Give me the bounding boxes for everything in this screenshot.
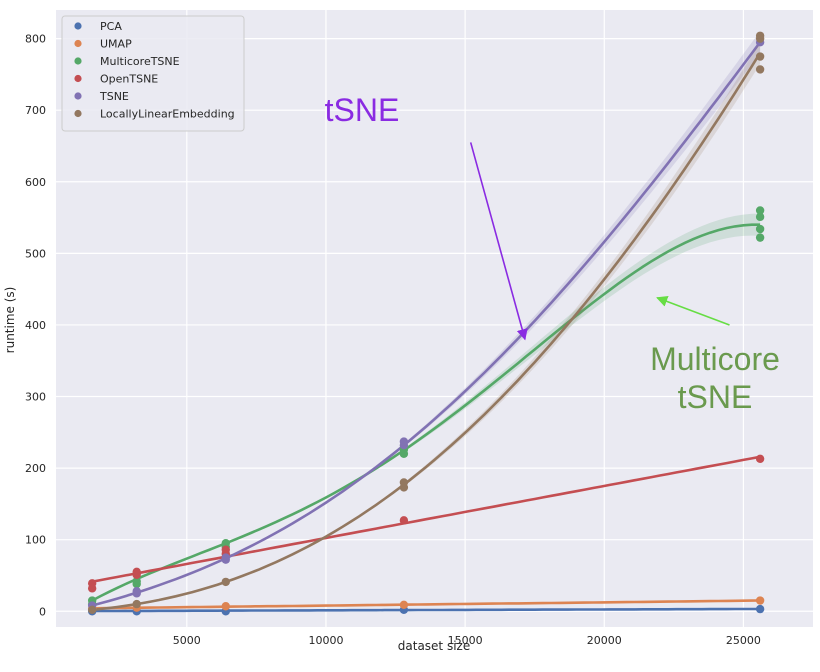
x-tick-label: 25000: [726, 634, 761, 647]
data-point: [87, 579, 97, 588]
legend-label: TSNE: [99, 90, 129, 103]
data-point: [755, 454, 765, 463]
x-tick-label: 5000: [173, 634, 201, 647]
multicore-annotation-line: Multicore: [650, 341, 780, 377]
legend-label: LocallyLinearEmbedding: [100, 108, 235, 121]
data-point: [755, 206, 765, 215]
y-tick-label: 400: [25, 319, 46, 332]
data-points: [87, 31, 765, 616]
tick-labels: 5000 10000 15000 20000 25000 0 100 200 300 400 500…: [25, 33, 761, 647]
y-tick-label: 600: [25, 176, 46, 189]
data-point: [755, 224, 765, 234]
data-point: [221, 602, 230, 611]
legend-marker: [74, 74, 82, 83]
legend-label: UMAP: [100, 38, 132, 51]
trend-lines: [91, 31, 762, 613]
data-point: [399, 478, 409, 487]
trend-line: [91, 455, 761, 583]
y-tick-label: 500: [25, 247, 46, 260]
data-point: [755, 52, 765, 61]
data-point: [221, 577, 230, 587]
data-point: [132, 599, 141, 609]
legend-marker: [74, 22, 82, 30]
multicore-arrow: [656, 296, 730, 326]
legend-label: OpenTSNE: [100, 73, 158, 86]
trend-line: [92, 52, 762, 612]
data-point: [132, 576, 141, 586]
y-tick-label: 300: [25, 391, 46, 404]
y-tick-label: 100: [25, 534, 46, 547]
legend-label: MulticoreTSNE: [100, 55, 180, 68]
legend-marker: [74, 57, 82, 65]
trend-line: [91, 223, 761, 602]
legend-marker: [74, 39, 82, 48]
data-point: [755, 596, 765, 605]
data-point: [755, 604, 765, 614]
grid: [56, 10, 813, 627]
legend: PCA UMAP MulticoreTSNE OpenTSNE TSNE LocallyL…: [61, 15, 245, 132]
legend-marker: [74, 92, 82, 100]
data-point: [132, 567, 141, 577]
y-tick-label: 200: [25, 462, 46, 475]
x-tick-label: 15000: [448, 634, 483, 647]
y-tick-label: 0: [39, 605, 46, 618]
data-point: [87, 605, 97, 615]
x-tick-label: 20000: [587, 634, 622, 647]
tsne-annotation: tSNE: [325, 92, 400, 128]
data-point: [755, 233, 765, 242]
data-point: [399, 437, 409, 446]
trend-line: [92, 599, 761, 610]
legend-marker: [74, 109, 82, 118]
data-point: [755, 31, 765, 40]
trend-line: [92, 607, 761, 613]
tsne-arrow: [469, 142, 528, 341]
data-point: [755, 212, 765, 222]
y-tick-label: 700: [25, 104, 46, 117]
y-axis-label: runtime (s): [3, 287, 17, 354]
data-point: [221, 553, 230, 562]
multicore-annotation-line: tSNE: [678, 379, 753, 415]
x-axis-label: dataset size: [398, 639, 470, 653]
legend-box: [61, 15, 245, 132]
data-point: [221, 539, 230, 548]
y-tick-label: 800: [25, 33, 46, 46]
trend-line: [91, 41, 762, 607]
data-point: [221, 545, 230, 554]
legend-label: PCA: [100, 20, 122, 33]
data-point: [399, 516, 409, 525]
data-point: [755, 65, 765, 74]
data-point: [399, 600, 409, 610]
x-tick-label: 10000: [308, 634, 343, 647]
data-point: [132, 587, 141, 596]
